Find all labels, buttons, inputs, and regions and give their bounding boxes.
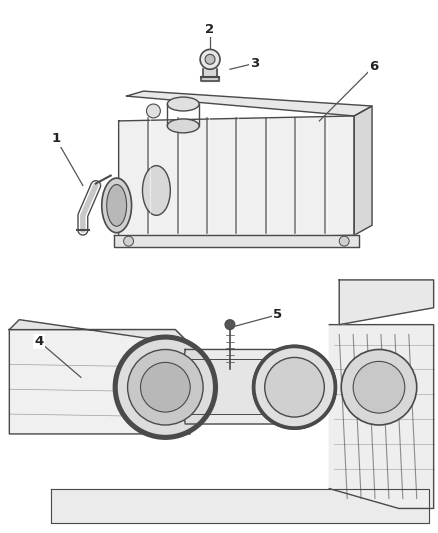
Circle shape [265,358,324,417]
Ellipse shape [167,97,199,111]
Polygon shape [51,489,429,523]
Polygon shape [203,69,217,77]
Circle shape [200,50,220,69]
Circle shape [141,362,190,412]
Polygon shape [114,235,359,247]
Text: 2: 2 [205,23,215,36]
Circle shape [225,320,235,329]
Polygon shape [9,329,190,434]
Circle shape [353,361,405,413]
Circle shape [341,350,417,425]
Polygon shape [354,106,372,235]
Text: 1: 1 [52,132,60,146]
Text: 4: 4 [35,335,44,348]
Polygon shape [127,91,372,116]
Circle shape [253,345,336,429]
Polygon shape [201,77,219,81]
Circle shape [114,336,217,439]
Polygon shape [119,116,354,240]
Polygon shape [185,359,300,414]
Ellipse shape [167,119,199,133]
Ellipse shape [107,184,127,226]
Text: 5: 5 [273,308,282,321]
Ellipse shape [102,178,131,233]
Polygon shape [329,325,434,508]
Ellipse shape [142,166,170,215]
Circle shape [124,236,134,246]
Text: 6: 6 [369,60,378,73]
Polygon shape [180,350,314,424]
Text: 3: 3 [250,57,259,70]
Polygon shape [9,320,190,344]
Circle shape [339,236,349,246]
Circle shape [205,54,215,64]
Circle shape [146,104,160,118]
Circle shape [127,350,203,425]
Polygon shape [339,280,434,325]
